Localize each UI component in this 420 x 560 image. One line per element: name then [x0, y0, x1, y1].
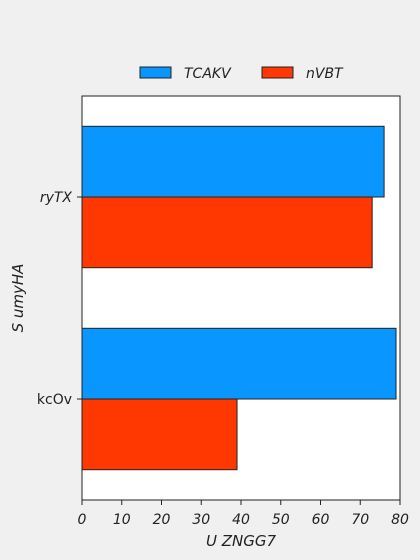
x-axis-title: U ZNGG7: [206, 532, 276, 550]
legend: TCAKV nVBT: [139, 66, 344, 82]
x-tick-label: 70: [351, 512, 369, 528]
x-tick-label: 60: [312, 512, 330, 528]
x-tick-label: 0: [78, 512, 87, 528]
x-tick-label: 40: [232, 512, 250, 528]
legend-swatch-nVBT: [261, 66, 294, 79]
bar-TCAKV-kcOv: [81, 327, 397, 400]
y-tick-label: kcOv: [37, 392, 72, 408]
legend-label-TCAKV: TCAKV: [184, 66, 232, 82]
y-axis: ryTX kcOv: [37, 190, 82, 408]
legend-swatch-TCAKV: [139, 66, 172, 79]
bars-group: [81, 125, 397, 471]
bar-nVBT-ryTX: [81, 196, 373, 269]
bar-nVBT-kcOv: [81, 398, 238, 471]
y-axis-title: S umyHA: [9, 264, 27, 333]
x-tick-label: 50: [272, 512, 290, 528]
x-tick-label: 20: [153, 512, 171, 528]
x-tick-label: 30: [192, 512, 210, 528]
x-tick-label: 10: [113, 512, 131, 528]
x-axis: 0 10 20 30 40 50 60 70 80: [78, 500, 409, 528]
bar-TCAKV-ryTX: [81, 125, 385, 198]
legend-label-nVBT: nVBT: [306, 66, 344, 82]
y-tick-label: ryTX: [40, 190, 73, 206]
x-tick-label: 80: [391, 512, 409, 528]
